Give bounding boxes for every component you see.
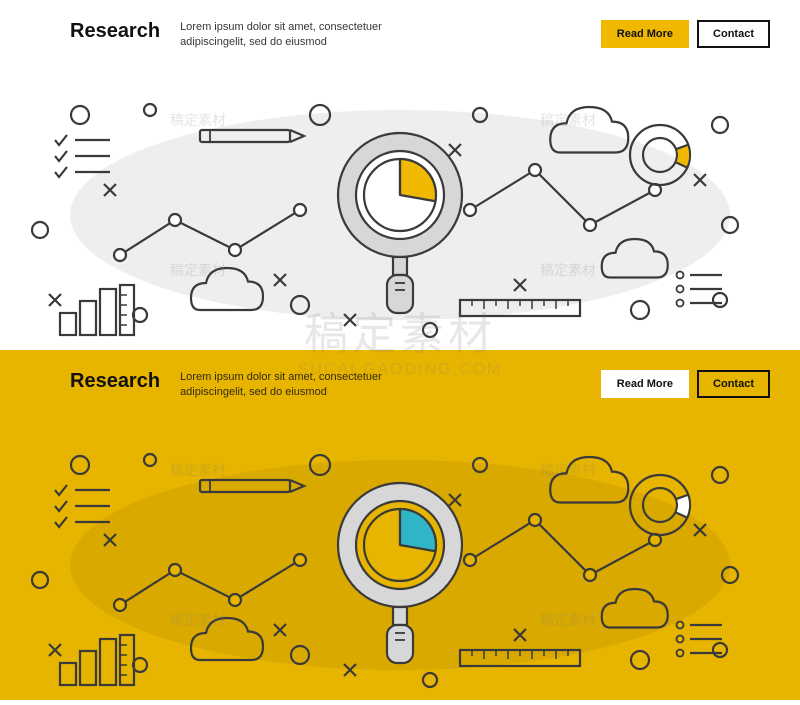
decor-circle bbox=[631, 651, 649, 669]
banner-title: Research bbox=[70, 20, 160, 43]
button-group: Read More Contact bbox=[601, 20, 770, 48]
read-more-button[interactable]: Read More bbox=[601, 370, 689, 398]
decor-circle bbox=[712, 467, 728, 483]
illustration-area bbox=[0, 55, 800, 350]
spark-icon bbox=[49, 644, 61, 656]
decor-circle bbox=[712, 117, 728, 133]
illustration-svg bbox=[0, 55, 800, 350]
banner-subtitle: Lorem ipsum dolor sit amet, consectetuer… bbox=[180, 20, 430, 51]
decor-circle bbox=[71, 456, 89, 474]
bar-chart-icon bbox=[60, 635, 134, 685]
illustration-svg bbox=[0, 405, 800, 700]
bullet-list-icon bbox=[677, 622, 723, 657]
contact-button[interactable]: Contact bbox=[697, 370, 770, 398]
decor-circle bbox=[423, 323, 437, 337]
decor-circle bbox=[423, 673, 437, 687]
decor-circle bbox=[713, 643, 727, 657]
decor-circle bbox=[71, 106, 89, 124]
research-banner-1: Research Lorem ipsum dolor sit amet, cons… bbox=[0, 0, 800, 350]
read-more-button[interactable]: Read More bbox=[601, 20, 689, 48]
research-banner-2: Research Lorem ipsum dolor sit amet, cons… bbox=[0, 350, 800, 700]
banner-header: Research Lorem ipsum dolor sit amet, cons… bbox=[0, 350, 800, 401]
spark-icon bbox=[49, 294, 61, 306]
decor-circle bbox=[32, 572, 48, 588]
bullet-list-icon bbox=[677, 272, 723, 307]
decor-circle bbox=[32, 222, 48, 238]
decor-circle bbox=[631, 301, 649, 319]
decor-circle bbox=[144, 104, 156, 116]
bar-chart-icon bbox=[60, 285, 134, 335]
decor-circle bbox=[144, 454, 156, 466]
illustration-area bbox=[0, 405, 800, 700]
decor-circle bbox=[713, 293, 727, 307]
decor-circle bbox=[133, 658, 147, 672]
decor-circle bbox=[133, 308, 147, 322]
banner-title: Research bbox=[70, 370, 160, 393]
button-group: Read More Contact bbox=[601, 370, 770, 398]
banner-subtitle: Lorem ipsum dolor sit amet, consectetuer… bbox=[180, 370, 430, 401]
contact-button[interactable]: Contact bbox=[697, 20, 770, 48]
banner-header: Research Lorem ipsum dolor sit amet, cons… bbox=[0, 0, 800, 51]
